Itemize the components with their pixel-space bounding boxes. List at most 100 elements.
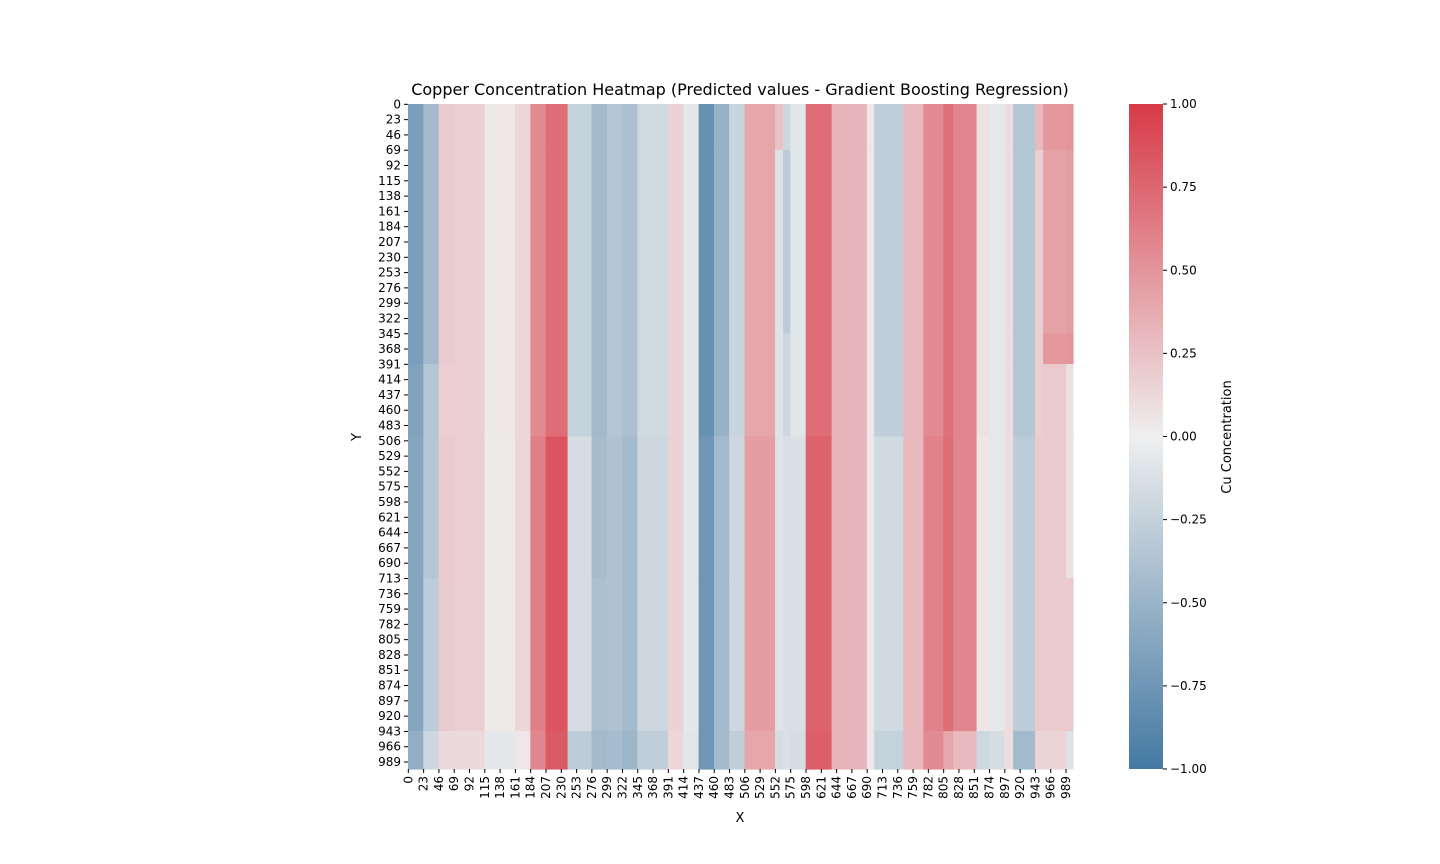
heatmap-cell [515, 149, 531, 335]
heatmap-cell [1035, 333, 1044, 365]
heatmap-cell [668, 104, 684, 151]
heatmap-cell [866, 731, 875, 770]
heatmap-cell [408, 364, 424, 438]
heatmap-cell [831, 578, 868, 732]
heatmap-cell [530, 149, 547, 335]
heatmap-cell [637, 578, 669, 732]
y-tick-label: 437 [378, 388, 401, 402]
heatmap-cell [744, 104, 776, 151]
heatmap-cell [484, 149, 516, 335]
heatmap-cell [866, 104, 875, 151]
x-tick-label: 0 [401, 776, 415, 784]
heatmap-cell [698, 364, 715, 438]
heatmap-cell [1043, 104, 1067, 151]
x-tick-label: 345 [631, 776, 645, 799]
heatmap-cell [790, 364, 807, 438]
y-tick-label: 805 [378, 633, 401, 647]
heatmap-cell [831, 364, 868, 438]
heatmap-cell [989, 104, 1006, 151]
heatmap-cell [989, 149, 1006, 335]
heatmap-cell [683, 333, 700, 365]
x-tick-label: 851 [967, 776, 981, 799]
heatmap-cell [989, 364, 1006, 438]
y-axis-label: Y [350, 433, 365, 442]
heatmap-cell [744, 578, 776, 732]
y-tick-label: 460 [378, 403, 401, 417]
heatmap-cell [790, 578, 807, 732]
heatmap-cell [515, 731, 531, 770]
heatmap-cell [438, 104, 455, 151]
heatmap-cell [953, 333, 978, 365]
y-tick-label: 575 [378, 480, 401, 494]
heatmap-cell [1035, 436, 1044, 579]
heatmap-cell [530, 364, 547, 438]
heatmap-cell [1013, 333, 1036, 365]
heatmap-cell [637, 436, 669, 579]
heatmap-cell [805, 436, 833, 579]
colorbar-label: Cu Concentration [1220, 380, 1235, 493]
y-tick-label: 874 [378, 679, 401, 693]
heatmap-cell [698, 436, 715, 579]
x-tick-label: 391 [661, 776, 675, 799]
colorbar-tick-label: −0.50 [1170, 596, 1207, 610]
x-axis-label: X [736, 811, 745, 826]
heatmap-cell [1043, 333, 1067, 365]
heatmap-cell [515, 436, 531, 579]
x-tick-label: 92 [463, 776, 477, 791]
heatmap-cell [438, 731, 455, 770]
y-tick-label: 483 [378, 419, 401, 433]
heatmap-cell [408, 731, 424, 770]
heatmap-cell [1013, 731, 1036, 770]
heatmap-cell [567, 333, 593, 365]
heatmap-cell [1043, 436, 1067, 579]
chart-title: Copper Concentration Heatmap (Predicted … [411, 80, 1069, 99]
x-tick-label: 161 [508, 776, 522, 799]
heatmap-cell [1013, 436, 1036, 579]
heatmap-cell [515, 578, 531, 732]
heatmap-cell [903, 578, 924, 732]
heatmap-cell [943, 578, 954, 732]
heatmap-cell [591, 104, 608, 151]
heatmap-cell [744, 333, 776, 365]
heatmap-cell [423, 364, 440, 438]
heatmap-cell [744, 149, 776, 335]
heatmap-cell [953, 104, 978, 151]
heatmap-cell [606, 364, 623, 438]
heatmap-cell [874, 104, 905, 151]
heatmap-cell [744, 436, 776, 579]
y-tick-label: 230 [378, 250, 401, 264]
heatmap-cell [530, 731, 547, 770]
heatmap-cell [698, 731, 715, 770]
heatmap-cell [903, 104, 924, 151]
heatmap-cell [484, 333, 516, 365]
heatmap-cell [943, 104, 954, 151]
y-tick-label: 414 [378, 373, 401, 387]
colorbar-tick-label: −0.75 [1170, 679, 1207, 693]
heatmap-cell [423, 578, 440, 732]
heatmap-cell [744, 731, 776, 770]
heatmap-cell [1066, 333, 1074, 365]
heatmap-cell [713, 333, 730, 365]
colorbar-tick-label: −0.25 [1170, 513, 1207, 527]
heatmap-cell [831, 731, 868, 770]
y-tick-label: 897 [378, 694, 401, 708]
heatmap-cell [668, 731, 684, 770]
x-axis: 0 23 46 69 92 115 138 161 184 207 230 253 276 299 322 3… [401, 769, 1073, 799]
y-tick-label: 989 [378, 755, 401, 769]
heatmap-cell [775, 578, 784, 732]
heatmap-cell [1004, 731, 1014, 770]
heatmap-cell [713, 578, 730, 732]
heatmap-cell [783, 731, 791, 770]
heatmap-cell [805, 364, 833, 438]
heatmap-cell [683, 731, 700, 770]
x-tick-label: 690 [860, 776, 874, 799]
heatmap-cells [408, 104, 1074, 770]
heatmap-cell [976, 436, 990, 579]
x-tick-label: 598 [799, 776, 813, 799]
heatmap-cell [729, 436, 746, 579]
heatmap-cell [438, 364, 455, 438]
heatmap-cell [783, 578, 791, 732]
heatmap-cell [874, 149, 905, 335]
x-tick-label: 667 [845, 776, 859, 799]
heatmap-cell [453, 578, 486, 732]
